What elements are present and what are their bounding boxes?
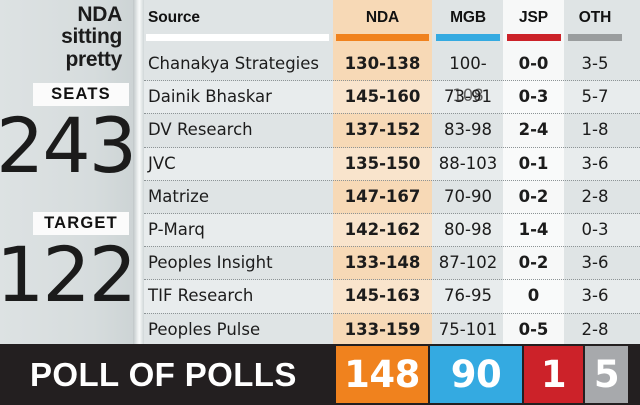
table-row: Chanakya Strategies 130-138 100-108 0-0 3-5	[144, 48, 640, 106]
headline: NDA sitting pretty	[4, 3, 122, 71]
cell-nda: 137-152	[344, 120, 421, 140]
footer-total-mgb: 90	[430, 346, 522, 403]
cell-mgb: 73-91	[444, 87, 492, 107]
cell-oth: 3-6	[581, 253, 609, 273]
cell-jsp: 0-0	[518, 54, 549, 73]
cell-oth: 3-5	[581, 54, 609, 73]
cell-oth: 5-7	[581, 87, 609, 107]
jsp-column-highlight	[503, 0, 564, 344]
headline-line-3: pretty	[65, 47, 122, 71]
cell-source: Dainik Bhaskar	[148, 87, 272, 107]
table-row: Peoples Pulse 133-159 75-101 0-5 2-8	[144, 312, 640, 346]
cell-nda: 133-159	[344, 319, 421, 339]
cell-mgb: 88-103	[438, 153, 498, 173]
cell-mgb: 75-101	[438, 319, 498, 339]
seats-value: 243	[0, 101, 133, 190]
cell-source: JVC	[148, 153, 176, 173]
cell-jsp: 0-1	[518, 153, 549, 173]
column-header-jsp: JSP	[519, 9, 548, 26]
column-rule-mgb	[436, 34, 500, 41]
table-body: Chanakya Strategies 130-138 100-108 0-0 3-5 D…	[144, 48, 640, 346]
cell-source: Matrize	[148, 186, 209, 206]
target-label: TARGET	[33, 212, 129, 235]
table-row: JVC 135-150 88-103 0-1 3-6	[144, 146, 640, 180]
cell-source: Peoples Insight	[148, 253, 273, 273]
cell-jsp: 0	[527, 286, 540, 306]
cell-source: Peoples Pulse	[148, 319, 261, 339]
poll-table: Source NDA MGB JSP OTH Chanakya Strategi…	[144, 0, 640, 344]
target-value: 122	[0, 230, 133, 319]
column-header-oth: OTH	[578, 9, 612, 26]
column-header-source: Source	[148, 9, 200, 26]
column-rule-source	[146, 34, 329, 41]
cell-nda: 147-167	[344, 186, 421, 206]
column-rule-jsp	[507, 34, 561, 41]
cell-nda: 145-163	[344, 286, 421, 306]
seats-label: SEATS	[33, 83, 129, 106]
column-header-mgb: MGB	[450, 9, 486, 26]
cell-oth: 0-3	[581, 219, 609, 239]
cell-source: DV Research	[148, 120, 253, 140]
cell-nda: 145-160	[344, 87, 421, 107]
column-rule-nda	[336, 34, 429, 41]
table-row: TIF Research 145-163 76-95 0 3-6	[144, 279, 640, 313]
cell-mgb: 70-90	[444, 186, 492, 206]
cell-mgb: 80-98	[444, 219, 492, 239]
panel-divider	[133, 0, 144, 344]
cell-jsp: 0-2	[518, 253, 549, 273]
cell-oth: 1-8	[581, 120, 609, 140]
cell-mgb: 83-98	[444, 120, 492, 140]
headline-line-1: NDA	[77, 3, 122, 26]
cell-oth: 2-8	[581, 186, 609, 206]
table-row: P-Marq 142-162 80-98 1-4 0-3	[144, 212, 640, 247]
cell-jsp: 1-4	[518, 219, 549, 239]
cell-nda: 130-138	[344, 54, 421, 73]
footer-total-nda: 148	[336, 346, 428, 403]
column-header-nda: NDA	[365, 9, 400, 26]
cell-jsp: 2-4	[518, 120, 549, 140]
cell-source: P-Marq	[148, 219, 205, 239]
cell-jsp: 0-3	[518, 87, 549, 107]
column-rule-oth	[568, 34, 622, 41]
footer-total-oth: 5	[585, 346, 628, 403]
footer-title: POLL OF POLLS	[30, 356, 297, 393]
summary-panel: NDA sitting pretty SEATS 243 TARGET 122	[0, 0, 133, 344]
table-header-row: Source NDA MGB JSP OTH	[144, 0, 640, 48]
cell-source: TIF Research	[148, 286, 254, 306]
cell-mgb: 87-102	[438, 253, 498, 273]
cell-jsp: 0-5	[518, 319, 549, 339]
cell-mgb: 100-108	[449, 54, 487, 106]
cell-oth: 2-8	[581, 319, 609, 339]
cell-nda: 133-148	[344, 253, 421, 273]
cell-nda: 142-162	[344, 219, 421, 239]
table-row: Peoples Insight 133-148 87-102 0-2 3-6	[144, 246, 640, 279]
footer-total-jsp: 1	[524, 346, 583, 403]
table-row: Dainik Bhaskar 145-160 73-91 0-3 5-7	[144, 80, 640, 114]
cell-nda: 135-150	[344, 153, 421, 173]
cell-source: Chanakya Strategies	[148, 54, 320, 73]
nda-column-highlight	[333, 0, 432, 344]
cell-oth: 3-6	[581, 286, 609, 306]
table-row: DV Research 137-152 83-98 2-4 1-8	[144, 113, 640, 146]
cell-jsp: 0-2	[518, 186, 549, 206]
table-row: Matrize 147-167 70-90 0-2 2-8	[144, 179, 640, 213]
poll-of-polls-footer: POLL OF POLLS 148 90 1 5	[0, 344, 640, 405]
cell-oth: 3-6	[581, 153, 609, 173]
cell-mgb: 76-95	[444, 286, 492, 306]
headline-line-2: sitting	[61, 25, 122, 49]
